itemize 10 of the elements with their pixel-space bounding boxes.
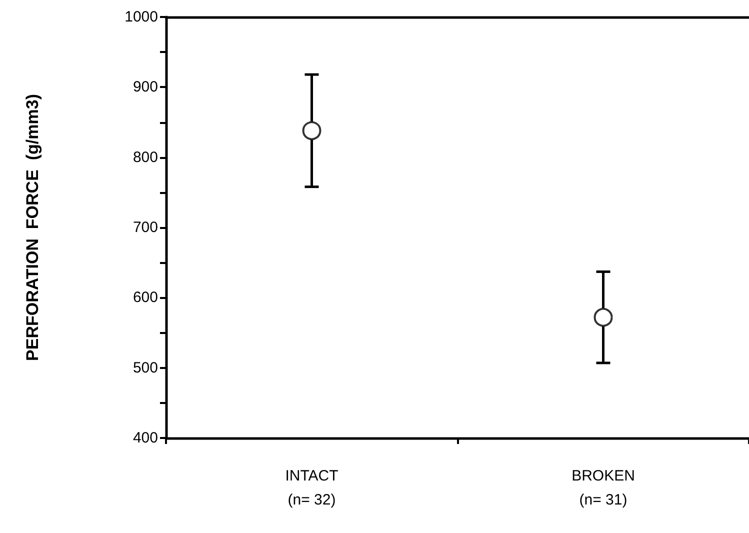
y-tick-label: 400 [132, 430, 158, 446]
y-tick-label: 800 [132, 148, 158, 166]
y-tick-label: 1000 [124, 8, 158, 26]
x-tick-label: BROKEN (n= 31) [572, 468, 635, 508]
y-tick-label: 900 [132, 78, 158, 96]
x-tick-label: INTACT (n= 32) [285, 468, 338, 508]
y-tick-label: 700 [132, 219, 158, 236]
y-tick-label: 600 [132, 289, 158, 306]
y-axis-title: PERFORATION FORCE (g/mm3) [23, 94, 42, 361]
y-tick-label: 500 [132, 359, 158, 376]
